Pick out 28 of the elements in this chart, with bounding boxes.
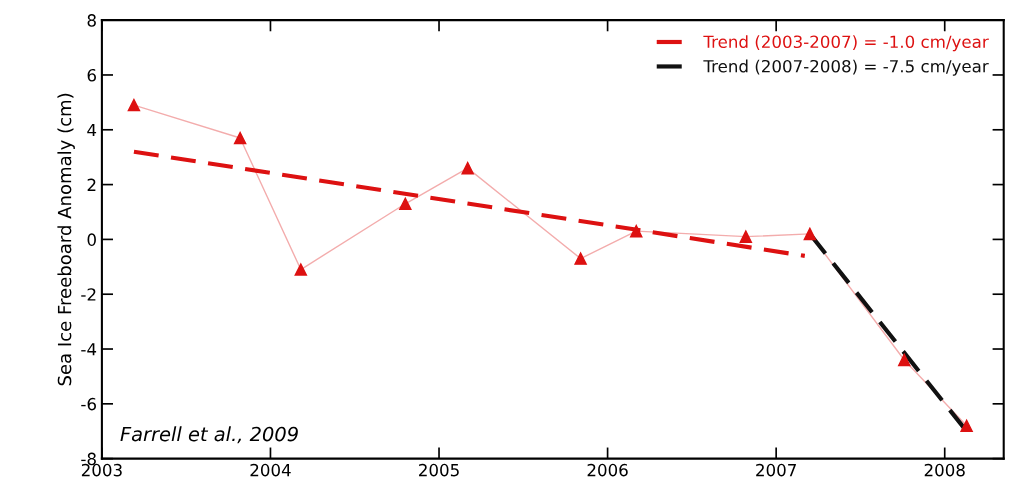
x-tick-label: 2008 bbox=[924, 463, 965, 477]
x-tick-label: 2005 bbox=[419, 463, 459, 477]
x-tick-label: 2006 bbox=[587, 463, 628, 477]
y-tick-label: -2 bbox=[81, 288, 96, 301]
x-tick-label: 2004 bbox=[250, 463, 291, 477]
point bbox=[739, 230, 753, 243]
point bbox=[574, 252, 587, 265]
x-tick-label: 2007 bbox=[756, 463, 796, 477]
point bbox=[399, 197, 412, 211]
legend-label: Trend (2007-2008) = -7.5 cm/year bbox=[703, 59, 989, 76]
y-tick-label: 0 bbox=[87, 233, 96, 246]
point bbox=[960, 419, 973, 433]
y-tick-label: -6 bbox=[81, 397, 96, 411]
y-tick-label: 2 bbox=[87, 178, 96, 191]
point bbox=[898, 353, 911, 367]
point bbox=[233, 131, 247, 145]
point bbox=[461, 161, 474, 175]
legend-label: Trend (2003-2007) = -1.0 cm/year bbox=[703, 35, 989, 52]
y-tick-label: 6 bbox=[87, 68, 96, 82]
y-tick-label: -4 bbox=[81, 343, 97, 356]
y-axis-title: Sea Ice Freeboard Anomaly (cm) bbox=[57, 93, 75, 386]
point bbox=[803, 227, 817, 241]
y-tick-label: 8 bbox=[87, 14, 96, 27]
point bbox=[629, 224, 643, 238]
y-tick-label: 4 bbox=[87, 123, 97, 137]
annotation: Farrell et al., 2009 bbox=[120, 426, 298, 444]
point bbox=[127, 98, 141, 112]
point bbox=[294, 263, 308, 276]
